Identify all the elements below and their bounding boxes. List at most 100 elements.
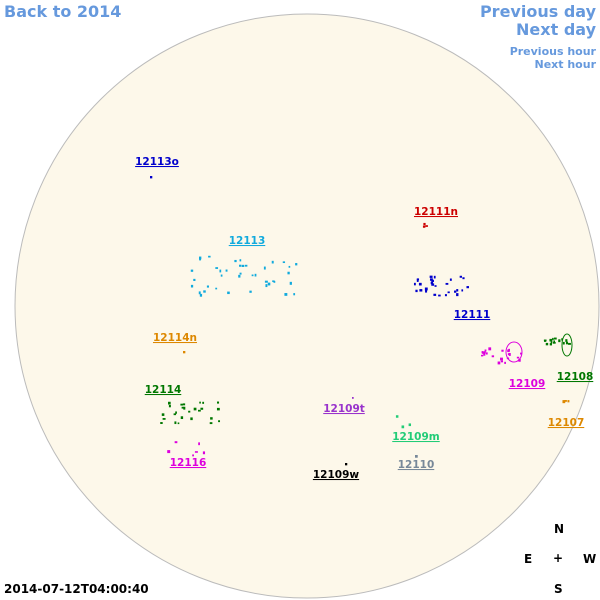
sunspot [220,274,223,277]
sunspot [483,351,486,354]
sunspot [210,417,213,420]
sunspot [198,409,201,412]
region-label[interactable]: 12113 [229,235,266,247]
compass-east: E [524,552,533,566]
sunspot [552,337,554,341]
sunspot [429,275,433,278]
sunspot [558,339,561,343]
next-hour-link[interactable]: Next hour [534,58,597,71]
sunspot [167,450,171,454]
sunspot [485,352,488,355]
compass-west: W [583,552,597,566]
sunspot [415,289,418,293]
region-label[interactable]: 12109m [392,431,440,443]
sunspot [239,264,242,267]
sunspot [433,293,437,296]
sunspot [287,271,290,275]
sunspot [238,274,241,278]
sunspot [265,284,268,288]
sunspot [352,397,354,399]
region-label[interactable]: 12110 [398,459,435,471]
sunspot [500,360,504,363]
sunspot [549,338,553,342]
sunspot [424,287,428,291]
sunspot [501,349,504,352]
sunspot [462,277,465,280]
sunspot [203,290,206,293]
sunspot [284,293,288,296]
sunspot [507,353,510,356]
next-day-link[interactable]: Next day [516,20,596,39]
sunspot [416,279,419,282]
sunspot [433,275,436,279]
sunspot [181,406,184,409]
sunspot [484,349,487,352]
sunspot [234,259,237,263]
sunspot [199,293,203,297]
sunspot [553,341,556,344]
sunspot [249,290,252,293]
sunspot [200,407,204,410]
sunspot [408,423,412,427]
sunspot [497,361,501,365]
sunspot [272,280,275,283]
region-label[interactable]: 12114n [153,332,197,344]
sunspot [549,343,552,346]
sunspot [449,278,452,281]
region-label[interactable]: 12109t [323,403,365,415]
sunspot [429,278,433,281]
region-label[interactable]: 12107 [548,417,585,429]
sunspot [500,357,503,361]
sunspot [491,355,495,358]
sunspot [459,275,463,278]
sunspot [401,425,405,429]
sunspot [415,455,418,458]
sunspot [516,356,520,359]
region-label[interactable]: 12111n [414,206,458,218]
sunspot [239,272,242,275]
sunspot [419,289,423,292]
region-label[interactable]: 12114 [145,384,182,396]
sunspot [567,400,570,403]
sunspot [219,269,222,273]
sunspot [345,463,348,466]
sunspot [216,401,220,404]
sunspot [263,266,266,270]
sunspot [174,421,177,425]
region-label[interactable]: 12113o [135,156,179,168]
sunspot [466,286,469,289]
compass-center: + [553,551,564,565]
region-label[interactable]: 12109w [313,469,360,481]
sunspot [198,291,201,295]
sunspot [161,413,165,416]
back-link[interactable]: Back to 2014 [4,2,122,21]
sunspot [550,341,553,344]
sunspot [456,289,459,292]
region-label[interactable]: 12109 [509,378,546,390]
sunspot [507,349,510,353]
sunspot [241,264,245,267]
sunspot [193,407,197,411]
previous-day-link[interactable]: Previous day [479,2,596,21]
region-label[interactable]: 12111 [454,309,491,321]
sunspot [488,347,492,351]
sunspot-contour [505,341,523,363]
sunspot [520,352,523,355]
sunspot [188,410,191,413]
sunspot [508,353,511,356]
region-label[interactable]: 12116 [170,457,207,469]
sunspot [216,407,220,411]
sunspot [481,351,484,354]
sunspot [418,282,422,286]
sunspot [168,405,171,408]
sunspot [199,401,201,404]
region-label[interactable]: 12108 [557,371,594,383]
previous-hour-link[interactable]: Previous hour [509,45,596,58]
sunspot [175,411,177,414]
sunspot [483,352,486,356]
sunspot [198,442,200,446]
sunspot [423,222,426,226]
sunspot [481,354,484,357]
